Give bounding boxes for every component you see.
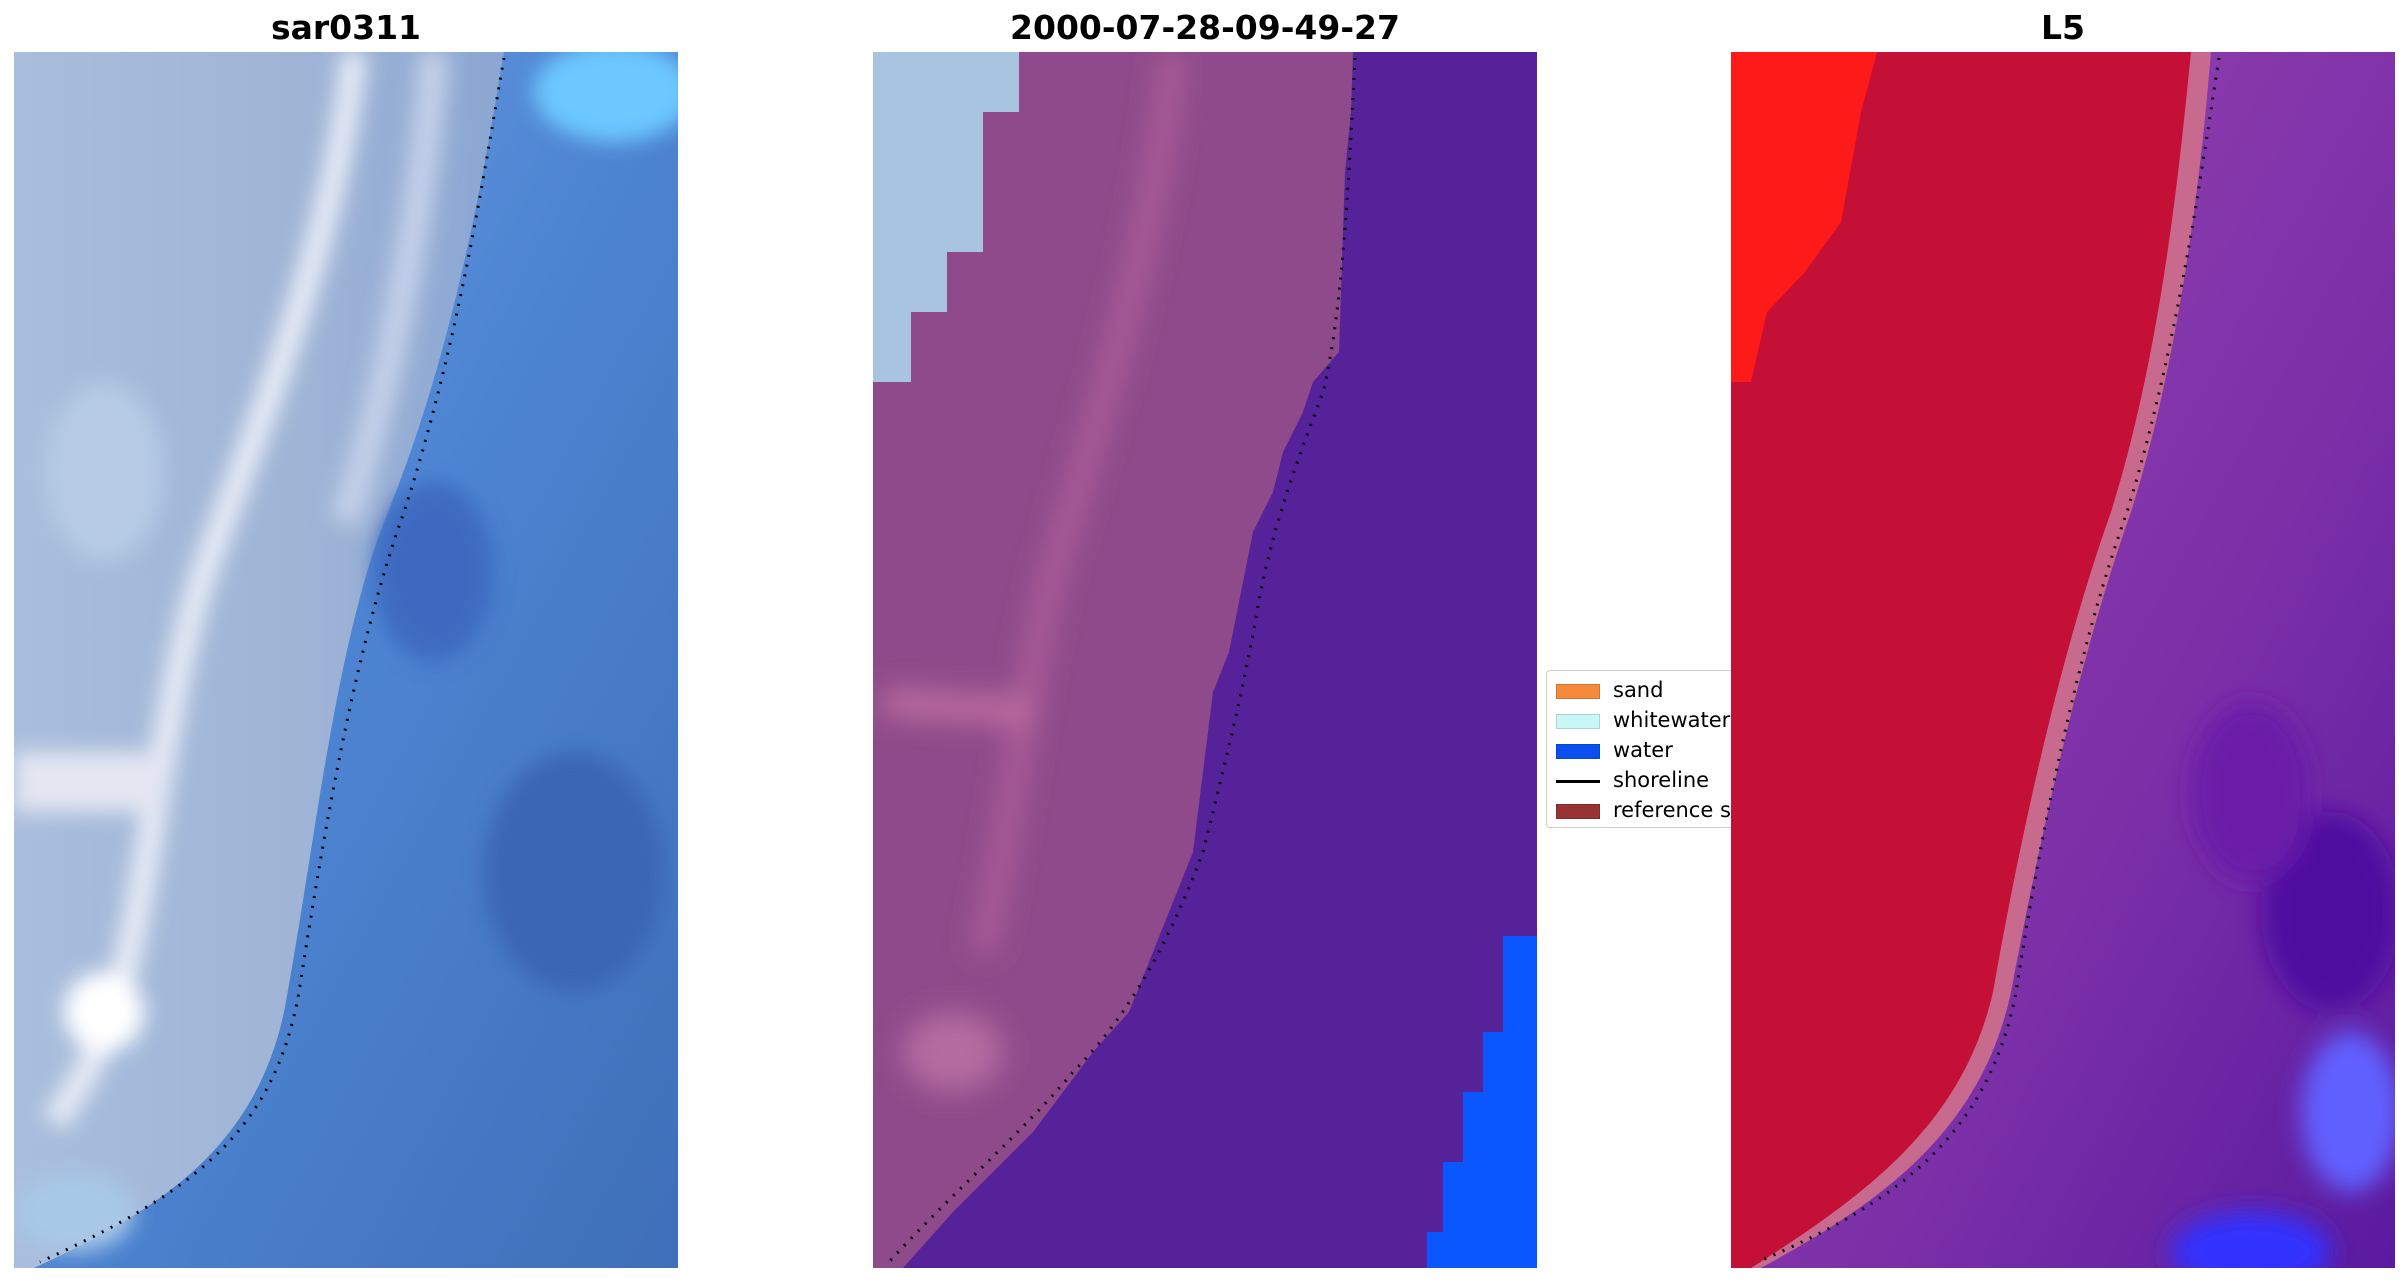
rgb-image-panel [14, 52, 678, 1268]
legend-label-shoreline: shoreline [1613, 768, 1710, 792]
shoreline-line-swatch [1556, 780, 1600, 783]
index-image [1731, 52, 2395, 1268]
legend-label-whitewater: whitewater [1613, 708, 1731, 732]
legend-label-reference: reference s [1613, 798, 1731, 822]
legend: sand whitewater water shoreline referenc… [1546, 670, 1731, 828]
panel-title-1: sar0311 [270, 8, 422, 47]
sand-swatch [1556, 684, 1600, 699]
legend-label-sand: sand [1613, 678, 1664, 702]
panel-title-2: 2000-07-28-09-49-27 [1010, 8, 1400, 47]
legend-item-shoreline: shoreline [1547, 765, 1731, 795]
whitewater-swatch [1556, 714, 1600, 729]
rgb-image [14, 52, 678, 1268]
legend-item-sand: sand [1547, 675, 1731, 705]
reference-swatch [1556, 804, 1600, 819]
legend-item-water: water [1547, 735, 1731, 765]
classified-image [873, 52, 1537, 1268]
legend-item-reference: reference s [1547, 795, 1731, 825]
index-image-panel [1731, 52, 2395, 1268]
classified-image-panel [873, 52, 1537, 1268]
water-swatch [1556, 744, 1600, 759]
panel-title-3: L5 [2041, 8, 2085, 47]
legend-item-whitewater: whitewater [1547, 705, 1731, 735]
legend-label-water: water [1613, 738, 1673, 762]
